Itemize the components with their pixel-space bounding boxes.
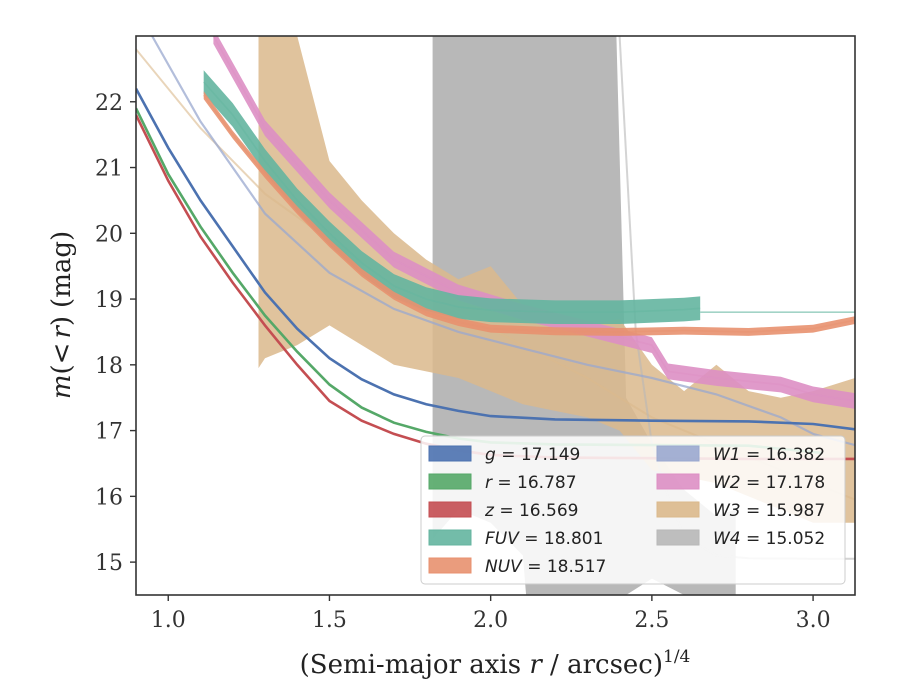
y-tick-label: 19 xyxy=(95,288,123,313)
legend-entry-w1: W1 = 16.382 xyxy=(656,445,825,465)
legend-swatch xyxy=(428,445,472,462)
x-axis-label: (Semi-major axis r / arcsec)1/4 xyxy=(300,647,691,680)
series-w1-line xyxy=(151,36,855,447)
legend-swatch xyxy=(428,473,472,490)
x-tick-label: 2.5 xyxy=(634,608,669,633)
legend-entry-w4: W4 = 15.052 xyxy=(656,529,825,549)
legend-label: FUV = 18.801 xyxy=(485,529,603,549)
x-tick-label: 2.0 xyxy=(473,608,508,633)
legend-label: NUV = 18.517 xyxy=(485,557,606,577)
legend-label: z = 16.569 xyxy=(484,501,578,521)
legend-label: g = 17.149 xyxy=(485,445,580,465)
series-w3-envelope xyxy=(258,36,855,523)
legend-entry-w3: W3 = 15.987 xyxy=(656,501,825,521)
x-tick-label: 1.5 xyxy=(312,608,347,633)
legend-swatch xyxy=(428,501,472,518)
y-tick-label: 15 xyxy=(95,551,123,576)
legend-label: W1 = 16.382 xyxy=(713,445,825,465)
plot-frame xyxy=(135,35,856,596)
y-axis-label: m(<r)(mag) xyxy=(47,231,77,399)
legend-swatch xyxy=(656,445,700,462)
legend-frame xyxy=(420,435,846,585)
legend-swatch xyxy=(428,557,472,574)
x-tick-label: 1.0 xyxy=(151,608,186,633)
series-fuv-band xyxy=(203,70,701,324)
legend-swatch xyxy=(656,501,700,518)
y-tick-label: 20 xyxy=(95,222,123,247)
legend-swatch xyxy=(656,529,700,546)
series-g-line xyxy=(136,87,855,431)
y-tick-label: 17 xyxy=(95,420,123,445)
y-tick-label: 21 xyxy=(95,157,123,182)
legend-entry-nuv: NUV = 18.517 xyxy=(428,557,606,577)
legend-swatch xyxy=(428,529,472,546)
x-tick-label: 3.0 xyxy=(796,608,831,633)
legend-swatch xyxy=(656,473,700,490)
y-tick-label: 18 xyxy=(95,354,123,379)
legend-entry-r: r = 16.787 xyxy=(428,473,577,493)
legend-label: r = 16.787 xyxy=(485,473,577,493)
legend-label: W4 = 15.052 xyxy=(713,529,825,549)
legend-label: W2 = 17.178 xyxy=(713,473,825,493)
legend-entry-fuv: FUV = 18.801 xyxy=(428,529,603,549)
ticks-layer: 1.0 1.5 2.0 2.5 3.0 15 16 17 18 19 20 21 22 xyxy=(95,91,831,633)
legend-entry-g: g = 17.149 xyxy=(428,445,580,465)
legend-label: W3 = 15.987 xyxy=(713,501,825,521)
series-nuv-band xyxy=(203,91,855,336)
legend-entry-w2: W2 = 17.178 xyxy=(656,473,825,493)
series-nuv-line xyxy=(203,94,855,333)
legend-entry-z: z = 16.569 xyxy=(428,501,578,521)
legend: g = 17.149 r = 16.787 z = 16.569 FUV = 18.8… xyxy=(420,435,846,585)
series-fuv-line xyxy=(203,81,701,313)
y-tick-label: 22 xyxy=(95,91,123,116)
y-tick-label: 16 xyxy=(95,485,123,510)
